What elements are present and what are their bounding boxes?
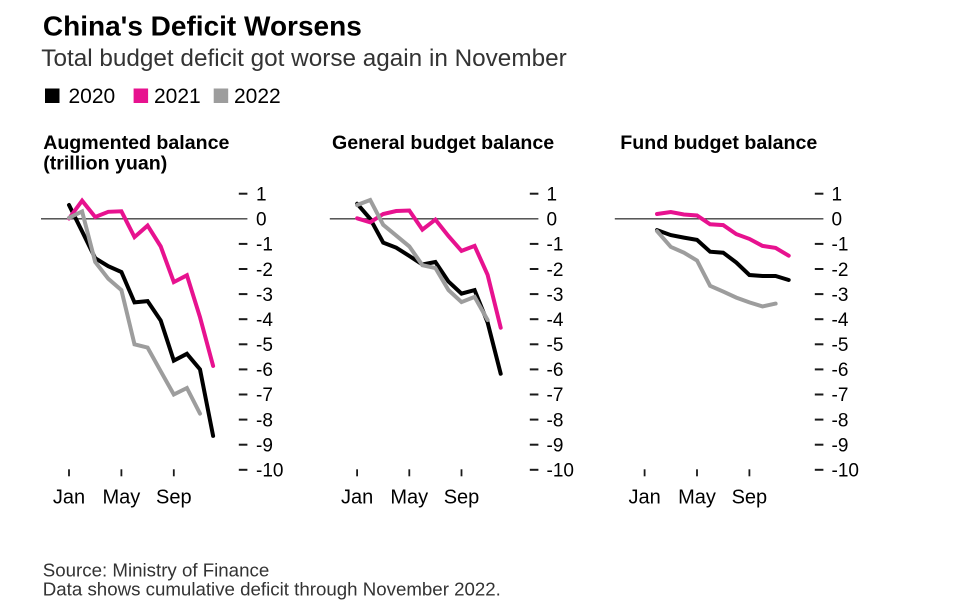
svg-text:Total budget deficit got worse: Total budget deficit got worse again in … [41,45,566,72]
svg-text:0: 0 [256,210,267,231]
svg-text:-7: -7 [547,385,564,406]
svg-text:-4: -4 [832,310,849,331]
svg-text:May: May [678,487,716,509]
svg-text:-1: -1 [547,235,564,256]
svg-text:-7: -7 [832,385,849,406]
svg-text:-3: -3 [547,285,564,306]
svg-text:1: 1 [547,184,558,205]
svg-text:May: May [390,487,428,509]
svg-text:-10: -10 [547,461,574,482]
svg-text:Sep: Sep [156,487,192,509]
svg-text:-7: -7 [256,385,273,406]
svg-text:Augmented balance: Augmented balance [43,132,229,154]
svg-text:-9: -9 [256,435,273,456]
svg-text:Data shows cumulative deficit: Data shows cumulative deficit through No… [43,579,501,600]
svg-text:-5: -5 [547,335,564,356]
svg-text:-2: -2 [547,260,564,281]
svg-text:-6: -6 [256,360,273,381]
svg-text:-4: -4 [256,310,273,331]
svg-text:Jan: Jan [53,487,85,509]
svg-text:-9: -9 [547,435,564,456]
svg-text:-8: -8 [832,410,849,431]
svg-text:-5: -5 [832,335,849,356]
svg-text:-6: -6 [832,360,849,381]
svg-text:Sep: Sep [732,487,768,509]
svg-text:-9: -9 [832,435,849,456]
svg-text:-2: -2 [832,260,849,281]
svg-text:2022: 2022 [234,85,281,108]
svg-text:-3: -3 [256,285,273,306]
svg-text:Jan: Jan [628,487,660,509]
svg-text:Source: Ministry of Finance: Source: Ministry of Finance [43,560,269,581]
svg-text:2021: 2021 [154,85,201,108]
svg-text:-8: -8 [256,410,273,431]
svg-text:-3: -3 [832,285,849,306]
svg-text:-1: -1 [256,235,273,256]
svg-text:China's Deficit Worsens: China's Deficit Worsens [43,11,362,42]
svg-text:General budget balance: General budget balance [332,132,554,154]
svg-text:-6: -6 [547,360,564,381]
svg-text:0: 0 [832,210,843,231]
svg-text:-4: -4 [547,310,564,331]
svg-text:(trillion yuan): (trillion yuan) [43,153,167,175]
svg-text:Jan: Jan [341,487,373,509]
svg-text:May: May [103,487,141,509]
svg-text:-5: -5 [256,335,273,356]
svg-text:-10: -10 [256,461,283,482]
svg-text:1: 1 [832,184,843,205]
svg-text:-8: -8 [547,410,564,431]
svg-text:-10: -10 [832,461,859,482]
svg-text:1: 1 [256,184,267,205]
svg-text:Sep: Sep [444,487,480,509]
svg-text:-2: -2 [256,260,273,281]
svg-text:Fund budget balance: Fund budget balance [620,132,817,154]
svg-text:-1: -1 [832,235,849,256]
svg-text:2020: 2020 [69,85,116,108]
svg-text:0: 0 [547,210,558,231]
